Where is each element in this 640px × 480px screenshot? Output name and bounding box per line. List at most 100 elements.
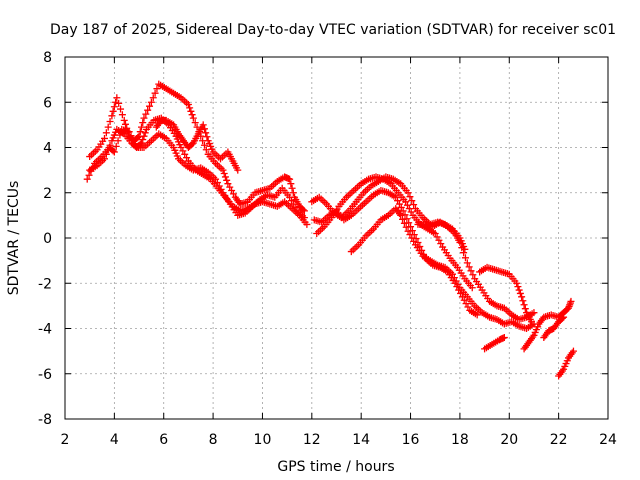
data-point-marker bbox=[514, 283, 522, 291]
x-tick-label: 16 bbox=[402, 432, 420, 448]
data-point-marker bbox=[149, 94, 157, 102]
y-tick-label: -6 bbox=[38, 367, 52, 383]
data-point-marker bbox=[121, 120, 129, 128]
series-track-13 bbox=[540, 313, 568, 342]
data-point-marker bbox=[203, 133, 211, 141]
data-point-marker bbox=[142, 110, 150, 118]
y-tick-label: 0 bbox=[43, 231, 52, 247]
y-tick-label: 2 bbox=[43, 186, 52, 202]
data-point-marker bbox=[458, 244, 466, 252]
data-point-marker bbox=[102, 129, 110, 137]
data-point-marker bbox=[112, 98, 120, 106]
data-point-marker bbox=[100, 134, 108, 142]
x-tick-label: 10 bbox=[254, 432, 272, 448]
y-tick-label: 4 bbox=[43, 141, 52, 157]
y-tick-labels: -8 -6 -4 -2 0 2 4 6 8 bbox=[38, 50, 52, 428]
data-point-marker bbox=[456, 239, 464, 247]
y-tick-label: 6 bbox=[43, 95, 52, 111]
data-point-marker bbox=[117, 105, 125, 113]
data-point-marker bbox=[116, 131, 124, 139]
x-tick-label: 22 bbox=[550, 432, 568, 448]
x-tick-label: 12 bbox=[303, 432, 321, 448]
data-point-marker bbox=[473, 311, 481, 319]
series-track-12 bbox=[520, 297, 575, 353]
data-point-marker bbox=[139, 119, 147, 127]
data-point-marker bbox=[569, 347, 577, 355]
x-tick-label: 4 bbox=[110, 432, 119, 448]
series-track-10 bbox=[476, 263, 535, 326]
data-point-marker bbox=[300, 214, 308, 222]
series-track-14 bbox=[555, 347, 577, 380]
data-point-marker bbox=[184, 101, 192, 109]
data-point-marker bbox=[147, 98, 155, 106]
data-point-marker bbox=[115, 99, 123, 107]
data-point-marker bbox=[500, 334, 508, 342]
data-point-marker bbox=[515, 286, 523, 294]
series-track-11 bbox=[481, 334, 508, 353]
data-point-marker bbox=[87, 167, 95, 175]
data-point-marker bbox=[125, 128, 133, 136]
x-axis-label: GPS time / hours bbox=[277, 459, 394, 475]
data-point-marker bbox=[104, 123, 112, 131]
data-point-marker bbox=[120, 116, 128, 124]
data-point-marker bbox=[406, 193, 414, 201]
data-point-marker bbox=[558, 314, 566, 322]
data-point-marker bbox=[106, 117, 114, 125]
data-point-marker bbox=[191, 119, 199, 127]
data-point-marker bbox=[223, 176, 231, 184]
series-track-1 bbox=[86, 80, 308, 215]
data-point-marker bbox=[530, 309, 538, 317]
data-point-marker bbox=[109, 107, 117, 115]
series-track-3 bbox=[83, 125, 308, 222]
data-point-marker bbox=[138, 123, 146, 131]
data-point-marker bbox=[521, 305, 529, 313]
data-point-marker bbox=[202, 129, 210, 137]
data-point-marker bbox=[140, 114, 148, 122]
x-tick-label: 24 bbox=[599, 432, 617, 448]
data-point-marker bbox=[221, 173, 229, 181]
data-point-marker bbox=[518, 293, 526, 301]
data-point-marker bbox=[460, 249, 468, 257]
data-point-marker bbox=[113, 94, 121, 102]
data-point-marker bbox=[219, 166, 227, 174]
chart-title: Day 187 of 2025, Sidereal Day-to-day VTE… bbox=[50, 22, 616, 38]
data-point-marker bbox=[129, 136, 137, 144]
data-point-marker bbox=[83, 175, 91, 183]
data-markers bbox=[83, 80, 577, 380]
data-point-marker bbox=[200, 125, 208, 133]
data-point-marker bbox=[513, 279, 521, 287]
data-point-marker bbox=[465, 263, 473, 271]
x-tick-label: 8 bbox=[209, 432, 218, 448]
data-point-marker bbox=[151, 89, 159, 97]
data-point-marker bbox=[286, 175, 294, 183]
x-tick-label: 18 bbox=[451, 432, 469, 448]
data-point-marker bbox=[108, 112, 116, 120]
data-point-marker bbox=[234, 166, 242, 174]
data-point-marker bbox=[567, 297, 575, 305]
x-tick-labels: 2 4 6 8 10 12 14 16 18 20 22 24 bbox=[61, 432, 617, 448]
data-point-marker bbox=[118, 111, 126, 119]
x-tick-label: 20 bbox=[500, 432, 518, 448]
data-point-marker bbox=[288, 184, 296, 192]
x-tick-label: 2 bbox=[61, 432, 70, 448]
x-tick-label: 6 bbox=[159, 432, 168, 448]
data-point-marker bbox=[114, 137, 122, 145]
data-point-marker bbox=[527, 318, 535, 326]
data-point-marker bbox=[199, 121, 207, 129]
data-point-marker bbox=[89, 163, 97, 171]
y-axis-label: SDTVAR / TECUs bbox=[6, 181, 22, 296]
data-point-marker bbox=[134, 133, 142, 141]
data-point-marker bbox=[303, 220, 311, 228]
data-point-marker bbox=[560, 313, 568, 321]
data-point-marker bbox=[136, 128, 144, 136]
data-point-marker bbox=[112, 142, 120, 150]
data-point-marker bbox=[110, 148, 118, 156]
data-point-marker bbox=[289, 189, 297, 197]
data-point-marker bbox=[127, 132, 135, 140]
data-point-marker bbox=[131, 140, 139, 148]
y-tick-label: -4 bbox=[38, 322, 52, 338]
data-point-marker bbox=[188, 111, 196, 119]
data-point-marker bbox=[520, 301, 528, 309]
data-point-marker bbox=[299, 206, 307, 214]
data-point-marker bbox=[467, 267, 475, 275]
